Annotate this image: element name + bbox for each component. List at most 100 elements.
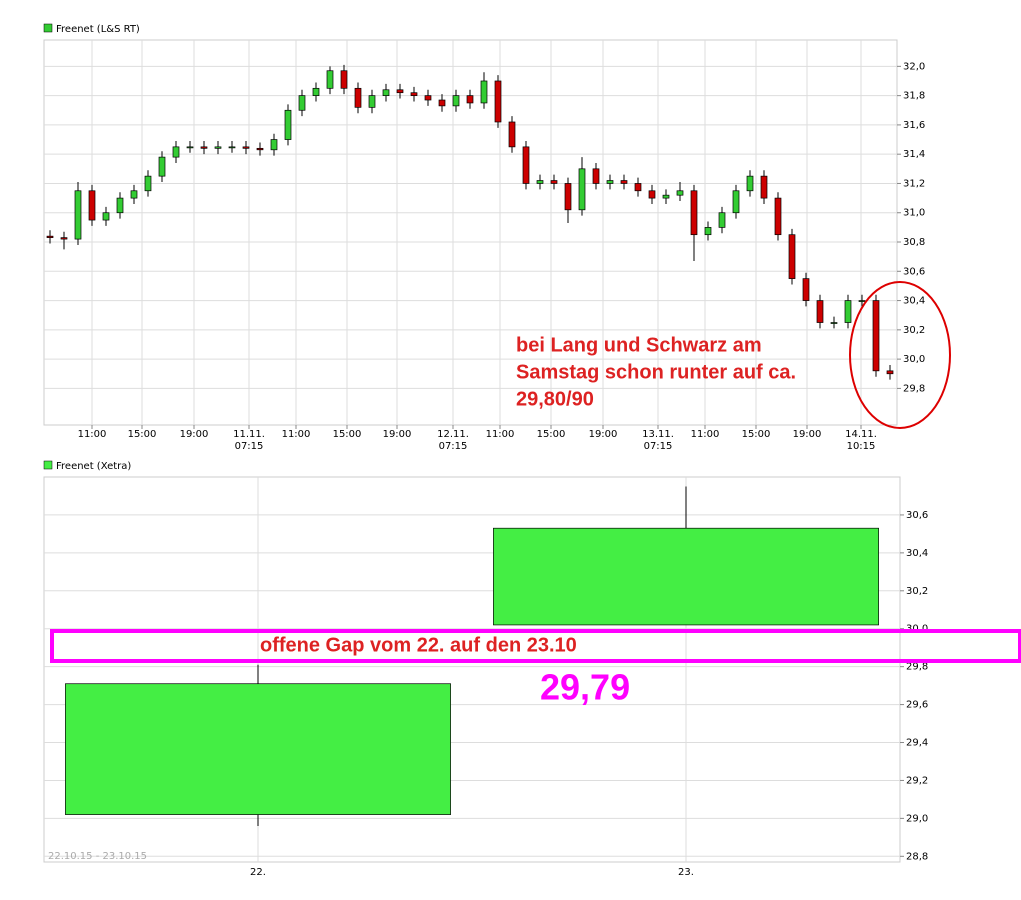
- candle-body: [578, 168, 586, 211]
- candle-body: [620, 180, 628, 184]
- x-tick-label: 12.11. 07:15: [437, 429, 469, 452]
- candle-body: [648, 190, 656, 199]
- candle-body: [662, 194, 670, 199]
- y-tick-label: 30,2: [906, 586, 928, 597]
- candle-body: [74, 190, 82, 240]
- x-tick-label: 15:00: [742, 429, 771, 440]
- candle-body: [493, 527, 879, 626]
- candle-body: [326, 70, 334, 89]
- candle-body: [676, 190, 684, 196]
- annotation: bei Lang und Schwarz am: [516, 334, 762, 356]
- legend-label: Freenet (L&S RT): [56, 24, 140, 35]
- x-tick-label: 14.11. 10:15: [845, 429, 877, 452]
- x-tick-label-line: 19:00: [383, 429, 412, 440]
- y-tick-label: 31,6: [903, 120, 925, 131]
- y-tick-label: 28,8: [906, 851, 928, 862]
- candle-body: [508, 121, 516, 148]
- y-tick-label: 29,8: [906, 662, 928, 673]
- candle-body: [816, 300, 824, 323]
- x-tick-label-line: 15:00: [333, 429, 362, 440]
- y-tick-label: 31,2: [903, 178, 925, 189]
- x-tick-label-line: 15:00: [742, 429, 771, 440]
- x-tick-label-line: 19:00: [793, 429, 822, 440]
- candle-body: [452, 95, 460, 107]
- candle-body: [354, 87, 362, 108]
- x-tick-label: 19:00: [589, 429, 618, 440]
- x-tick-label: 22.: [250, 867, 266, 878]
- annotation: Samstag schon runter auf ca.: [516, 361, 796, 383]
- candle-body: [802, 278, 810, 301]
- candle-body: [522, 146, 530, 184]
- date-range: 22.10.15 - 23.10.15: [48, 851, 147, 862]
- candle-body: [634, 183, 642, 192]
- candle-body: [172, 146, 180, 158]
- gap-box: [50, 629, 1021, 663]
- candle-body: [844, 300, 852, 323]
- candle-body: [312, 87, 320, 96]
- candle-body: [186, 146, 194, 149]
- x-tick-label: 19:00: [793, 429, 822, 440]
- candle-body: [130, 190, 138, 199]
- candle-body: [102, 212, 110, 221]
- y-tick-label: 30,0: [903, 354, 925, 365]
- y-tick-label: 30,4: [906, 548, 928, 559]
- candle-body: [214, 146, 222, 149]
- candle-body: [298, 95, 306, 111]
- x-tick-label-line: 07:15: [644, 441, 673, 452]
- x-tick-label: 19:00: [180, 429, 209, 440]
- candle-body: [606, 180, 614, 184]
- candle-body: [858, 300, 866, 302]
- x-tick-label-line: 11:00: [486, 429, 515, 440]
- x-tick-label: 15:00: [333, 429, 362, 440]
- candle-body: [46, 235, 54, 238]
- annotation: 29,80/90: [516, 388, 594, 410]
- gap-note: offene Gap vom 22. auf den 23.10: [260, 634, 577, 656]
- x-tick-label-line: 15:00: [537, 429, 566, 440]
- candle-body: [830, 322, 838, 324]
- x-tick-label-line: 11:00: [78, 429, 107, 440]
- candle-body: [60, 237, 68, 240]
- candle-body: [158, 156, 166, 177]
- x-tick-label: 15:00: [537, 429, 566, 440]
- x-tick-label-line: 10:15: [847, 441, 876, 452]
- y-tick-label: 31,0: [903, 208, 925, 219]
- x-tick-label-line: 19:00: [589, 429, 618, 440]
- candle-body: [746, 175, 754, 192]
- candle-body: [550, 180, 558, 184]
- x-tick-label-line: 07:15: [235, 441, 264, 452]
- y-tick-label: 29,6: [906, 700, 928, 711]
- x-tick-label: 19:00: [383, 429, 412, 440]
- legend-swatch: [43, 23, 53, 33]
- x-tick-label-line: 13.11.: [642, 429, 674, 440]
- highlight-ellipse: [849, 281, 951, 429]
- candle-body: [480, 80, 488, 104]
- candle-body: [200, 146, 208, 149]
- candle-body: [284, 109, 292, 140]
- candle-body: [494, 80, 502, 123]
- legend-label: Freenet (Xetra): [56, 461, 131, 472]
- candle-body: [116, 197, 124, 214]
- candle-body: [690, 190, 698, 236]
- candle-body: [466, 95, 474, 104]
- y-tick-label: 29,4: [906, 738, 928, 749]
- candle-body: [732, 190, 740, 214]
- candle-body: [270, 139, 278, 151]
- candle-body: [592, 168, 600, 184]
- y-tick-label: 29,0: [906, 813, 928, 824]
- x-tick-label-line: 11.11.: [233, 429, 265, 440]
- y-tick-label: 31,4: [903, 149, 925, 160]
- candle-body: [760, 175, 768, 199]
- candle-body: [424, 95, 432, 101]
- candle-body: [438, 99, 446, 107]
- legend-swatch: [43, 460, 53, 470]
- candle-body: [65, 683, 451, 815]
- x-tick-label: 11.11. 07:15: [233, 429, 265, 452]
- candle-body: [788, 234, 796, 279]
- candle-body: [382, 89, 390, 96]
- y-tick-label: 31,8: [903, 91, 925, 102]
- x-tick-label-line: 14.11.: [845, 429, 877, 440]
- candle-body: [410, 92, 418, 96]
- candle-body: [144, 175, 152, 192]
- candle-body: [242, 146, 250, 149]
